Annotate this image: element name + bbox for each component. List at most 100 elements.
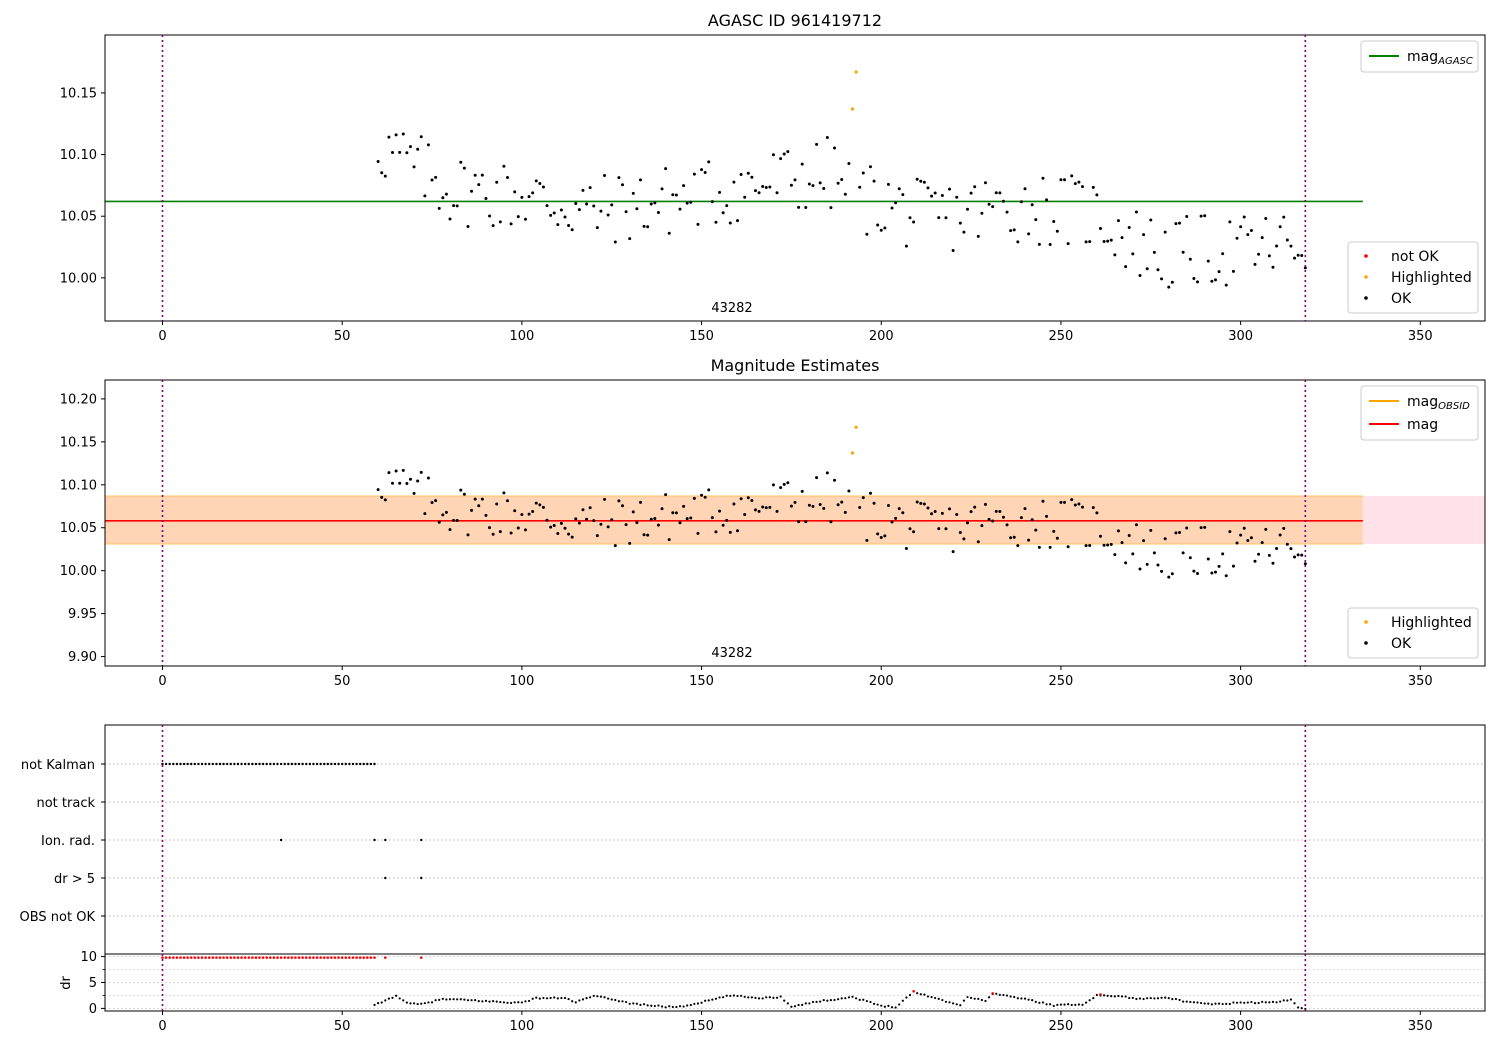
panel-mag-estimates: Magnitude Estimates 43282 0 50 100 150 200 25… (60, 356, 1486, 689)
agasc-ok-point (1285, 238, 1289, 242)
mag-estimates-ok-point (1152, 551, 1156, 555)
agasc-ok-point (380, 171, 384, 175)
agasc-ok-point (1077, 180, 1081, 184)
dr-ok-point (890, 1006, 894, 1009)
mag-estimates-ok-point (1303, 562, 1307, 566)
dr-red-point (171, 956, 175, 959)
mag-estimates-ok-point (825, 471, 829, 475)
mag-estimates-ok-point (1019, 516, 1023, 520)
mag-estimates-ok-point (1037, 545, 1041, 549)
mag-estimates-ok-point (1285, 542, 1289, 546)
dr-ok-point (409, 1002, 412, 1005)
agasc-ok-point (969, 191, 973, 195)
dr-ok-point (535, 996, 538, 999)
dr-ok-point (840, 997, 843, 1000)
agasc-ok-point (1066, 242, 1070, 246)
agasc-ok-point (1275, 244, 1279, 248)
agasc-ok-point (908, 216, 912, 220)
dr-ok-point (1178, 998, 1181, 1002)
mag-estimates-ok-point (477, 504, 481, 508)
dr-ok-point (405, 1001, 408, 1004)
dr-ok-point (1225, 1002, 1228, 1005)
flags-ion-rad-point (384, 838, 387, 842)
dr-ok-point (1063, 1003, 1066, 1006)
dr-ok-point (1243, 1001, 1246, 1004)
agasc-ok-point (1293, 256, 1297, 260)
dr-ok-point (1149, 996, 1152, 1000)
mag-estimates-ok-point (969, 510, 973, 514)
dr-ok-point (678, 1005, 682, 1008)
agasc-ok-point (958, 221, 962, 225)
agasc-ok-point (815, 142, 819, 146)
mag-estimates-ok-point (1289, 547, 1293, 551)
flags-dr5-point (384, 876, 387, 880)
mag-estimates-ok-point (556, 532, 560, 536)
agasc-ok-point (1116, 219, 1120, 223)
flags-not-kalman-point (193, 762, 197, 766)
dr-red-point (161, 956, 164, 959)
agasc-ok-point (739, 173, 743, 177)
agasc-ok-point (1199, 214, 1203, 218)
agasc-ok-point (667, 231, 671, 235)
agasc-ok-point (1113, 253, 1117, 257)
dr-ok-point (1185, 1000, 1188, 1003)
agasc-ok-point (466, 225, 470, 229)
agasc-ok-point (1278, 225, 1282, 229)
agasc-ok-point (430, 178, 434, 182)
agasc-ok-point (1149, 218, 1153, 222)
flags-ion-rad-point (420, 838, 423, 842)
agasc-ok-point (408, 145, 412, 149)
agasc-ok-point (983, 181, 987, 185)
dr-red-point (189, 956, 193, 959)
dr-ok-point (704, 999, 707, 1002)
dr-ok-point (833, 998, 836, 1002)
mag-estimates-ytick-label: 10.05 (60, 521, 97, 536)
mag-estimates-ok-point (922, 502, 926, 506)
agasc-highlighted-point (854, 70, 858, 74)
agasc-ok-point (919, 179, 923, 183)
dr-red-point (215, 956, 218, 959)
flags-not-kalman-point (243, 762, 247, 766)
mag-estimates-ok-point (1235, 541, 1239, 545)
mag-estimates-ok-point (728, 530, 732, 534)
mag-estimates-ok-point (721, 523, 725, 527)
mag-estimates-ok-point (840, 500, 844, 504)
dr-red-point (991, 992, 994, 995)
mag-estimates-ok-point (549, 525, 553, 529)
mag-estimates-ok-point (1027, 538, 1031, 542)
agasc-ok-point (886, 182, 890, 186)
dr-ok-point (448, 998, 452, 1001)
dr-xtick-label: 100 (509, 1019, 534, 1034)
agasc-ok-point (1156, 268, 1160, 272)
flags-ion-rad-point (373, 838, 376, 842)
mag-estimates-ok-point (592, 519, 596, 523)
dr-ok-point (1092, 997, 1095, 1000)
dr-ok-point (628, 1002, 631, 1005)
mag-estimates-ok-point (585, 517, 589, 521)
dr-ok-point (1153, 997, 1156, 1000)
mag-estimates-ok-point (380, 495, 384, 499)
mag-estimates-ok-point (408, 477, 412, 481)
dr-red-point (236, 956, 240, 959)
dr-ok-point (380, 1001, 383, 1004)
mag-estimates-ok-point (1206, 557, 1210, 561)
agasc-ok-point (416, 147, 420, 151)
dr-ok-point (1196, 1001, 1199, 1004)
flags-not-kalman-point (240, 762, 243, 766)
mag-estimates-ok-point (822, 506, 826, 510)
dr-ok-point (926, 995, 930, 998)
agasc-ok-point (1045, 198, 1049, 202)
mag-estimates-ok-point (1242, 526, 1246, 530)
agasc-ok-point (714, 220, 718, 224)
dr-ok-point (700, 1001, 703, 1004)
flags-not-kalman-point (279, 762, 283, 766)
mag-estimates-ok-point (1192, 569, 1196, 573)
agasc-ok-point (858, 185, 862, 189)
mag-estimates-ok-point (872, 501, 876, 505)
dr-ok-point (1257, 1001, 1260, 1005)
dr-ok-point (1002, 993, 1005, 997)
agasc-ok-point (876, 223, 880, 227)
dr-ok-point (1041, 1001, 1045, 1004)
dr-ok-point (995, 992, 998, 995)
mag-estimates-ok-point (1145, 562, 1149, 566)
